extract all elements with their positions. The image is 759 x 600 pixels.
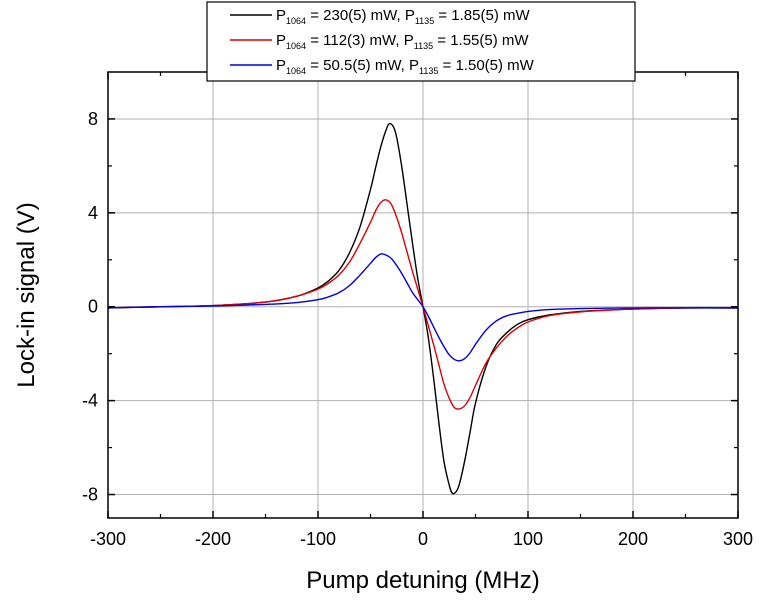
- series-line-3: [107, 253, 738, 362]
- series-lines: [107, 122, 739, 495]
- legend-entry-1: P1064 = 230(5) mW, P1135 = 1.85(5) mW: [276, 7, 530, 26]
- x-tick-label: -300: [90, 529, 126, 549]
- grid: [107, 72, 739, 518]
- y-tick-label: -8: [82, 485, 98, 505]
- legend-box: [206, 1, 636, 82]
- y-tick-label: 4: [88, 203, 98, 223]
- x-tick-label: 200: [618, 529, 648, 549]
- y-tick-label: 0: [88, 297, 98, 317]
- y-axis-title: Lock-in signal (V): [13, 202, 40, 387]
- legend-entry-2: P1064 = 112(3) mW, P1135 = 1.55(5) mW: [276, 32, 529, 51]
- tick-labels: -300 -200 -100 0 100 200 300 -8 -4 0 4 8: [82, 109, 753, 549]
- x-tick-label: 100: [513, 529, 543, 549]
- legend: P1064 = 230(5) mW, P1135 = 1.85(5) mW P10…: [206, 1, 636, 82]
- y-tick-label: 8: [88, 109, 98, 129]
- legend-entry-3: P1064 = 50.5(5) mW, P1135 = 1.50(5) mW: [276, 57, 535, 76]
- x-tick-label: 0: [418, 529, 428, 549]
- x-tick-label: 300: [723, 529, 753, 549]
- x-axis-title: Pump detuning (MHz): [306, 567, 539, 594]
- x-tick-label: -100: [300, 529, 336, 549]
- y-tick-label: -4: [82, 391, 98, 411]
- x-tick-label: -200: [195, 529, 231, 549]
